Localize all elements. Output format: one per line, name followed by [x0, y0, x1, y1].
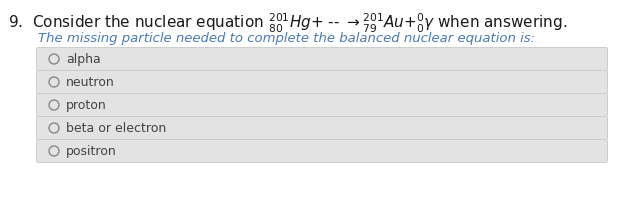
Text: 9.  Consider the nuclear equation $\mathregular{^{201}_{80}}\mathit{Hg}$$ + $ --: 9. Consider the nuclear equation $\mathr…	[8, 12, 567, 35]
Text: beta or electron: beta or electron	[66, 121, 166, 135]
Text: proton: proton	[66, 99, 107, 112]
Text: positron: positron	[66, 144, 117, 158]
FancyBboxPatch shape	[36, 140, 608, 162]
Text: alpha: alpha	[66, 53, 100, 65]
FancyBboxPatch shape	[36, 47, 608, 70]
FancyBboxPatch shape	[36, 94, 608, 117]
FancyBboxPatch shape	[36, 70, 608, 94]
Text: neutron: neutron	[66, 76, 115, 88]
Text: The missing particle needed to complete the balanced nuclear equation is:: The missing particle needed to complete …	[38, 32, 535, 45]
FancyBboxPatch shape	[36, 117, 608, 140]
